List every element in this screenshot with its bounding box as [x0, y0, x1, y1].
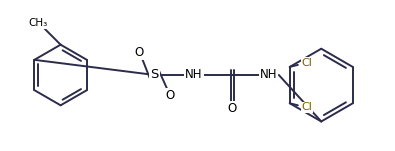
- Text: O: O: [228, 102, 237, 115]
- Text: O: O: [165, 89, 174, 102]
- Text: S: S: [150, 69, 159, 82]
- Text: Cl: Cl: [301, 58, 312, 68]
- Text: O: O: [135, 46, 144, 59]
- Text: NH: NH: [260, 69, 277, 82]
- Text: Cl: Cl: [301, 102, 312, 112]
- Text: NH: NH: [185, 69, 203, 82]
- Text: CH₃: CH₃: [29, 18, 48, 29]
